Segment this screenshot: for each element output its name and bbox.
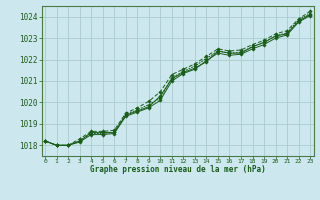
X-axis label: Graphe pression niveau de la mer (hPa): Graphe pression niveau de la mer (hPa) [90,165,266,174]
